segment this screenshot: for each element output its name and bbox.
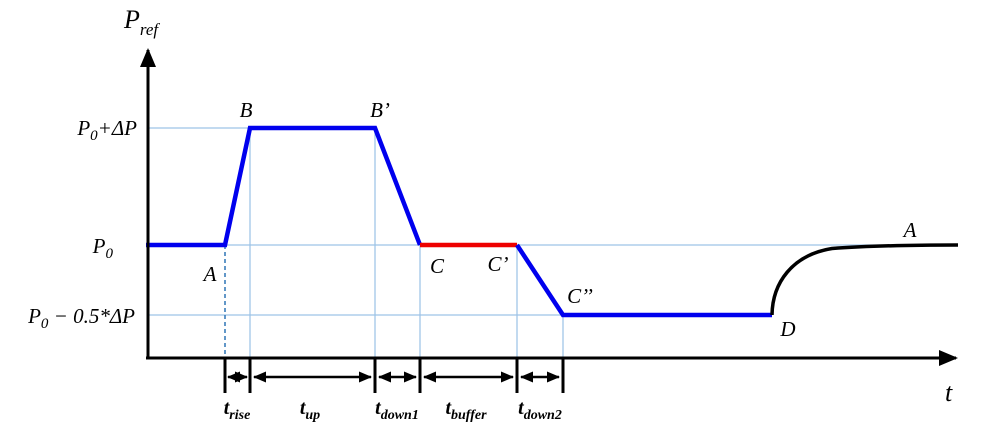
dimension-ticks <box>223 359 565 393</box>
guide-lines <box>148 127 880 358</box>
point-label-b-prime: B’ <box>370 98 390 122</box>
level-label-p0-plus-dp: P0+ΔP <box>76 116 137 144</box>
point-label-c-double-prime: C’’ <box>567 284 593 308</box>
level-label-p0: P0 <box>92 234 114 262</box>
segment-blue-rise-up-down <box>146 125 423 248</box>
x-axis-label: t <box>945 378 953 407</box>
segment-blue-down2-flat <box>515 243 772 318</box>
interval-label-t-up: tup <box>300 397 320 423</box>
point-label-a-end: A <box>902 218 917 242</box>
y-axis-label: Pref <box>123 5 160 39</box>
segment-black-recovery <box>770 243 959 316</box>
point-label-c: C <box>430 254 445 278</box>
interval-label-t-down2: tdown2 <box>518 397 562 423</box>
interval-label-t-down1: tdown1 <box>375 397 419 423</box>
point-label-a-start: A <box>202 262 217 286</box>
level-label-p0-minus-half-dp: P0 − 0.5*ΔP <box>27 304 135 332</box>
interval-label-t-rise: trise <box>224 397 251 423</box>
point-label-d: D <box>779 317 795 341</box>
point-label-c-prime: C’ <box>488 252 509 276</box>
point-label-b: B <box>240 98 253 122</box>
interval-label-t-buffer: tbuffer <box>445 397 487 423</box>
